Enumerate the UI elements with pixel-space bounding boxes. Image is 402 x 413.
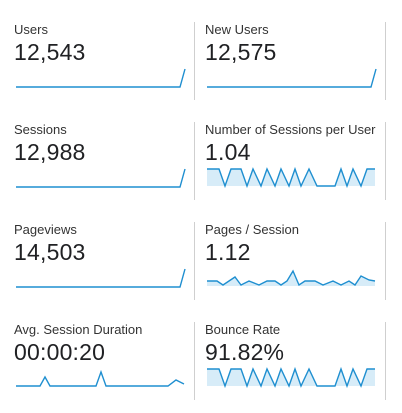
metric-value: 1.04	[205, 139, 251, 165]
sparkline-pages-per-session	[207, 269, 376, 287]
column-divider	[385, 22, 386, 100]
metric-label: Pages / Session	[205, 222, 299, 237]
column-divider	[194, 222, 195, 300]
sparkline-line	[16, 369, 185, 387]
sparkline-line	[207, 366, 375, 389]
metric-value: 91.82%	[205, 339, 285, 365]
metric-label: Users	[14, 22, 48, 37]
column-divider	[194, 22, 195, 100]
column-divider	[385, 122, 386, 200]
sparkline-line	[207, 68, 377, 88]
sparkline-line	[16, 168, 186, 188]
metric-value: 00:00:20	[14, 339, 106, 365]
sparkline-bounce-rate	[207, 366, 375, 389]
sparkline-new-users	[207, 68, 377, 88]
metric-value: 12,988	[14, 139, 86, 165]
sparkline-line	[207, 166, 375, 189]
metric-label: New Users	[205, 22, 269, 37]
metric-value: 1.12	[205, 239, 251, 265]
sparkline-sessions	[16, 168, 186, 188]
metric-label: Bounce Rate	[205, 322, 281, 337]
column-divider	[194, 322, 195, 400]
metric-card-new-users[interactable]: New Users 12,575	[205, 22, 385, 110]
sparkline-area	[207, 271, 375, 286]
metric-label: Avg. Session Duration	[14, 322, 143, 337]
column-divider	[194, 122, 195, 200]
metric-value: 12,575	[205, 39, 277, 65]
metric-card-bounce-rate[interactable]: Bounce Rate 91.82%	[205, 322, 385, 410]
metric-card-avg-session-duration[interactable]: Avg. Session Duration 00:00:20	[14, 322, 194, 410]
sparkline-line	[207, 269, 376, 287]
sparkline-pageviews	[16, 268, 186, 288]
sparkline-line	[16, 68, 186, 88]
metric-label: Pageviews	[14, 222, 77, 237]
metric-card-pageviews[interactable]: Pageviews 14,503	[14, 222, 194, 310]
metric-label: Number of Sessions per User	[205, 122, 376, 137]
metric-card-sessions[interactable]: Sessions 12,988	[14, 122, 194, 210]
sparkline-line	[16, 268, 186, 288]
metric-card-pages-per-session[interactable]: Pages / Session 1.12	[205, 222, 385, 310]
column-divider	[385, 322, 386, 400]
metric-card-users[interactable]: Users 12,543	[14, 22, 194, 110]
metric-value: 14,503	[14, 239, 86, 265]
metric-label: Sessions	[14, 122, 67, 137]
sparkline-avg-session-duration	[16, 369, 185, 387]
metric-card-sessions-per-user[interactable]: Number of Sessions per User 1.04	[205, 122, 385, 210]
sparkline-sessions-per-user	[207, 166, 375, 189]
column-divider	[385, 222, 386, 300]
sparkline-users	[16, 68, 186, 88]
metric-value: 12,543	[14, 39, 86, 65]
